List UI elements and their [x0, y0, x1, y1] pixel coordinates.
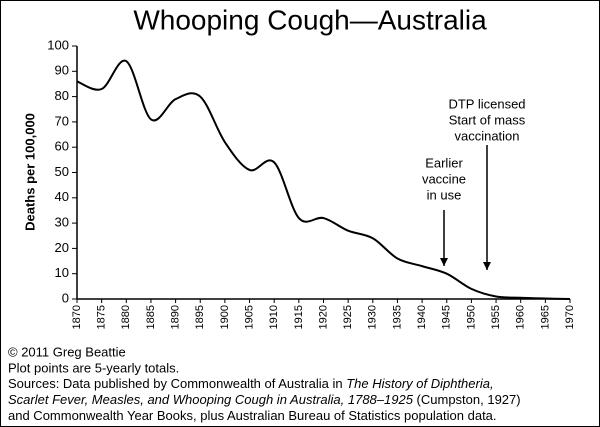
y-tick-label: 70 — [55, 113, 69, 128]
x-tick-label: 1915 — [293, 305, 305, 329]
sources-segment: Sources: Data published by Commonwealth … — [8, 376, 346, 391]
x-tick-label: 1965 — [539, 305, 551, 329]
annotation-text: vaccination — [454, 128, 519, 143]
x-tick-label: 1890 — [170, 305, 182, 329]
sources-line: Scarlet Fever, Measles, and Whooping Cou… — [8, 392, 521, 407]
arrow-head — [483, 262, 491, 270]
x-tick-label: 1955 — [490, 305, 502, 329]
x-tick-label: 1935 — [391, 305, 403, 329]
sources-line: and Commonwealth Year Books, plus Austra… — [8, 408, 497, 423]
x-tick-label: 1880 — [120, 305, 132, 329]
x-tick-label: 1875 — [96, 305, 108, 329]
sources-segment: The History of Diphtheria, — [346, 376, 493, 391]
annotation-text: vaccine — [422, 171, 466, 186]
note: Plot points are 5-yearly totals. — [8, 360, 179, 375]
chart-title: Whooping Cough—Australia — [133, 4, 487, 35]
x-tick-label: 1970 — [564, 305, 576, 329]
y-tick-label: 40 — [55, 189, 69, 204]
y-tick-label: 10 — [55, 265, 69, 280]
y-tick-label: 80 — [55, 88, 69, 103]
y-tick-label: 0 — [62, 290, 69, 305]
y-tick-label: 20 — [55, 240, 69, 255]
annotation-text: in use — [427, 187, 462, 202]
y-tick-label: 60 — [55, 139, 69, 154]
annotation-text: Start of mass — [449, 112, 526, 127]
annotation-text: Earlier — [425, 155, 463, 170]
x-tick-label: 1895 — [194, 305, 206, 329]
x-tick-label: 1940 — [416, 305, 428, 329]
arrow-head — [440, 258, 448, 266]
x-tick-label: 1885 — [145, 305, 157, 329]
credit: © 2011 Greg Beattie — [8, 344, 126, 359]
x-tick-label: 1905 — [243, 305, 255, 329]
x-tick-label: 1950 — [465, 305, 477, 329]
y-axis-label: Deaths per 100,000 — [22, 113, 37, 231]
x-tick-label: 1945 — [441, 305, 453, 329]
y-tick-label: 50 — [55, 164, 69, 179]
sources-segment: (Cumpston, 1927) — [413, 392, 521, 407]
data-line — [76, 59, 571, 300]
x-tick-label: 1920 — [317, 305, 329, 329]
x-tick-label: 1960 — [515, 305, 527, 329]
sources-segment: Scarlet Fever, Measles, and Whooping Cou… — [8, 392, 414, 407]
y-tick-label: 100 — [47, 37, 69, 52]
y-tick-label: 30 — [55, 215, 69, 230]
annotation-text: DTP licensed — [448, 96, 525, 111]
x-tick-label: 1925 — [342, 305, 354, 329]
x-tick-label: 1910 — [268, 305, 280, 329]
x-tick-label: 1870 — [71, 305, 83, 329]
x-tick-label: 1900 — [219, 305, 231, 329]
sources-segment: and Commonwealth Year Books, plus Austra… — [8, 408, 497, 423]
sources-line: Sources: Data published by Commonwealth … — [8, 376, 494, 391]
y-tick-label: 90 — [55, 63, 69, 78]
x-tick-label: 1930 — [367, 305, 379, 329]
